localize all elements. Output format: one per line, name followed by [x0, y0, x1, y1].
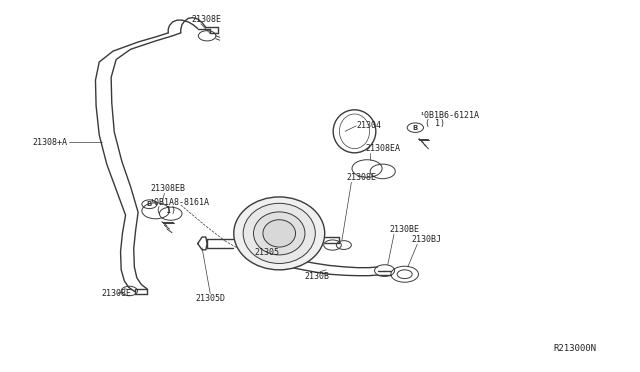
- Text: B: B: [147, 201, 152, 207]
- Text: 21308E: 21308E: [191, 15, 221, 24]
- Text: 21308E: 21308E: [101, 289, 131, 298]
- Text: 2130B: 2130B: [305, 272, 330, 280]
- Ellipse shape: [234, 197, 324, 270]
- Text: 21308EA: 21308EA: [365, 144, 400, 153]
- Text: 21308+A: 21308+A: [33, 138, 68, 147]
- Text: ( 1): ( 1): [426, 119, 445, 128]
- Text: ( 1): ( 1): [156, 206, 175, 215]
- Text: B: B: [413, 125, 418, 131]
- Ellipse shape: [243, 203, 316, 263]
- Text: 21305D: 21305D: [195, 294, 225, 302]
- Ellipse shape: [263, 220, 296, 247]
- Ellipse shape: [253, 212, 305, 255]
- Text: 2130BJ: 2130BJ: [411, 235, 441, 244]
- Text: R213000N: R213000N: [553, 344, 596, 353]
- Text: ¹0B1B6-6121A: ¹0B1B6-6121A: [419, 110, 479, 120]
- Text: 2130BE: 2130BE: [389, 225, 419, 234]
- Text: 21308EB: 21308EB: [150, 184, 186, 193]
- Text: ¹0B1A8-8161A: ¹0B1A8-8161A: [149, 198, 209, 207]
- Text: 21304: 21304: [356, 121, 381, 130]
- Text: 21308E: 21308E: [346, 173, 376, 182]
- Text: 21305: 21305: [254, 248, 279, 257]
